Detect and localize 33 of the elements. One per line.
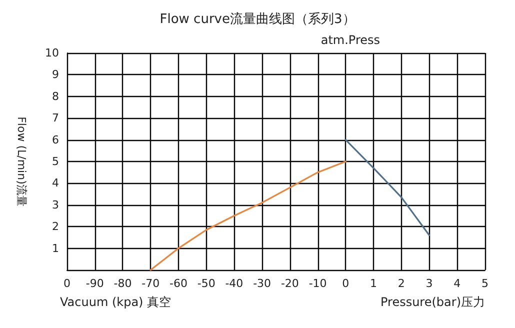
- x-tick-label: -30: [253, 277, 272, 290]
- x-tick-label: 0: [342, 277, 350, 290]
- chart-title: Flow curve流量曲线图（系列3）: [160, 11, 356, 27]
- y-tick-label: 6: [52, 133, 59, 146]
- x-axis-title: Vacuum (kpa) 真空: [60, 295, 172, 309]
- x-tick-label: -90: [86, 277, 104, 290]
- x-tick-label: -40: [225, 277, 244, 290]
- x-tick-label: 3: [426, 277, 433, 290]
- x-tick-label: 4: [454, 277, 461, 290]
- x-tick-label: 0: [64, 277, 70, 290]
- y-axis-title: Flow (L/min)流量: [15, 116, 28, 206]
- y-tick-label: 7: [52, 112, 59, 125]
- x-tick-label: -20: [280, 277, 299, 290]
- y-tick-label: 8: [52, 90, 59, 103]
- text: Pressure(bar)压力: [380, 295, 486, 309]
- y-tick-label: 3: [52, 198, 59, 212]
- y-tick-label: 5: [52, 155, 59, 168]
- y-tick-label: 2: [52, 220, 59, 234]
- x-tick-label: 2: [398, 277, 405, 290]
- x-tick-label: -10: [308, 277, 327, 290]
- x-tick-label: -60: [169, 277, 188, 290]
- y-tick-label: 1: [52, 242, 59, 255]
- x-tick-label: -50: [197, 277, 216, 290]
- y-tick-label: 9: [52, 68, 59, 82]
- text: atm.Press: [320, 33, 380, 47]
- line-series: [344, 139, 430, 236]
- line-series: [150, 160, 346, 271]
- x-tick-label: -70: [142, 277, 160, 290]
- y-tick-label: 10: [45, 46, 59, 60]
- x-tick-label: -80: [114, 277, 132, 290]
- x-tick-label: 5: [482, 277, 488, 290]
- y-tick-label: 4: [52, 176, 59, 190]
- x-tick-label: 1: [370, 277, 378, 290]
